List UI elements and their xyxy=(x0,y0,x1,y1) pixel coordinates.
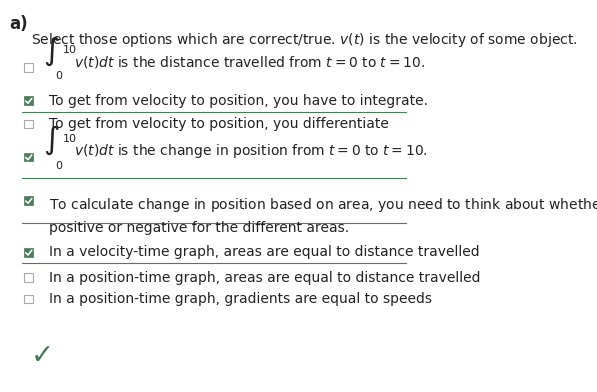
Text: 0: 0 xyxy=(55,71,62,82)
Text: In a position-time graph, areas are equal to distance travelled: In a position-time graph, areas are equa… xyxy=(50,271,481,285)
Text: To get from velocity to position, you have to integrate.: To get from velocity to position, you ha… xyxy=(50,94,429,108)
FancyBboxPatch shape xyxy=(24,153,33,162)
Text: Select those options which are correct/true. $v(t)$ is the velocity of some obje: Select those options which are correct/t… xyxy=(30,31,577,49)
Text: To calculate change in position based on area, you need to think about whether $: To calculate change in position based on… xyxy=(50,196,597,234)
Text: $v(t)dt$ is the distance travelled from $t = 0$ to $t = 10.$: $v(t)dt$ is the distance travelled from … xyxy=(75,54,426,70)
Text: In a velocity-time graph, areas are equal to distance travelled: In a velocity-time graph, areas are equa… xyxy=(50,245,480,260)
FancyBboxPatch shape xyxy=(24,63,33,72)
FancyBboxPatch shape xyxy=(24,295,33,303)
FancyBboxPatch shape xyxy=(24,274,33,282)
Text: To get from velocity to position, you differentiate: To get from velocity to position, you di… xyxy=(50,117,389,131)
Text: ✓: ✓ xyxy=(30,341,54,370)
FancyBboxPatch shape xyxy=(24,120,33,128)
Text: $v(t)dt$ is the change in position from $t = 0$ to $t = 10.$: $v(t)dt$ is the change in position from … xyxy=(75,142,428,160)
Text: In a position-time graph, gradients are equal to speeds: In a position-time graph, gradients are … xyxy=(50,292,432,306)
FancyBboxPatch shape xyxy=(24,96,33,105)
Text: $\int$: $\int$ xyxy=(43,124,60,157)
Text: a): a) xyxy=(10,15,29,33)
Text: $\int$: $\int$ xyxy=(43,34,60,67)
Text: 0: 0 xyxy=(55,161,62,171)
Text: 10: 10 xyxy=(63,45,77,55)
FancyBboxPatch shape xyxy=(24,248,33,257)
Text: 10: 10 xyxy=(63,134,77,144)
FancyBboxPatch shape xyxy=(24,196,33,205)
